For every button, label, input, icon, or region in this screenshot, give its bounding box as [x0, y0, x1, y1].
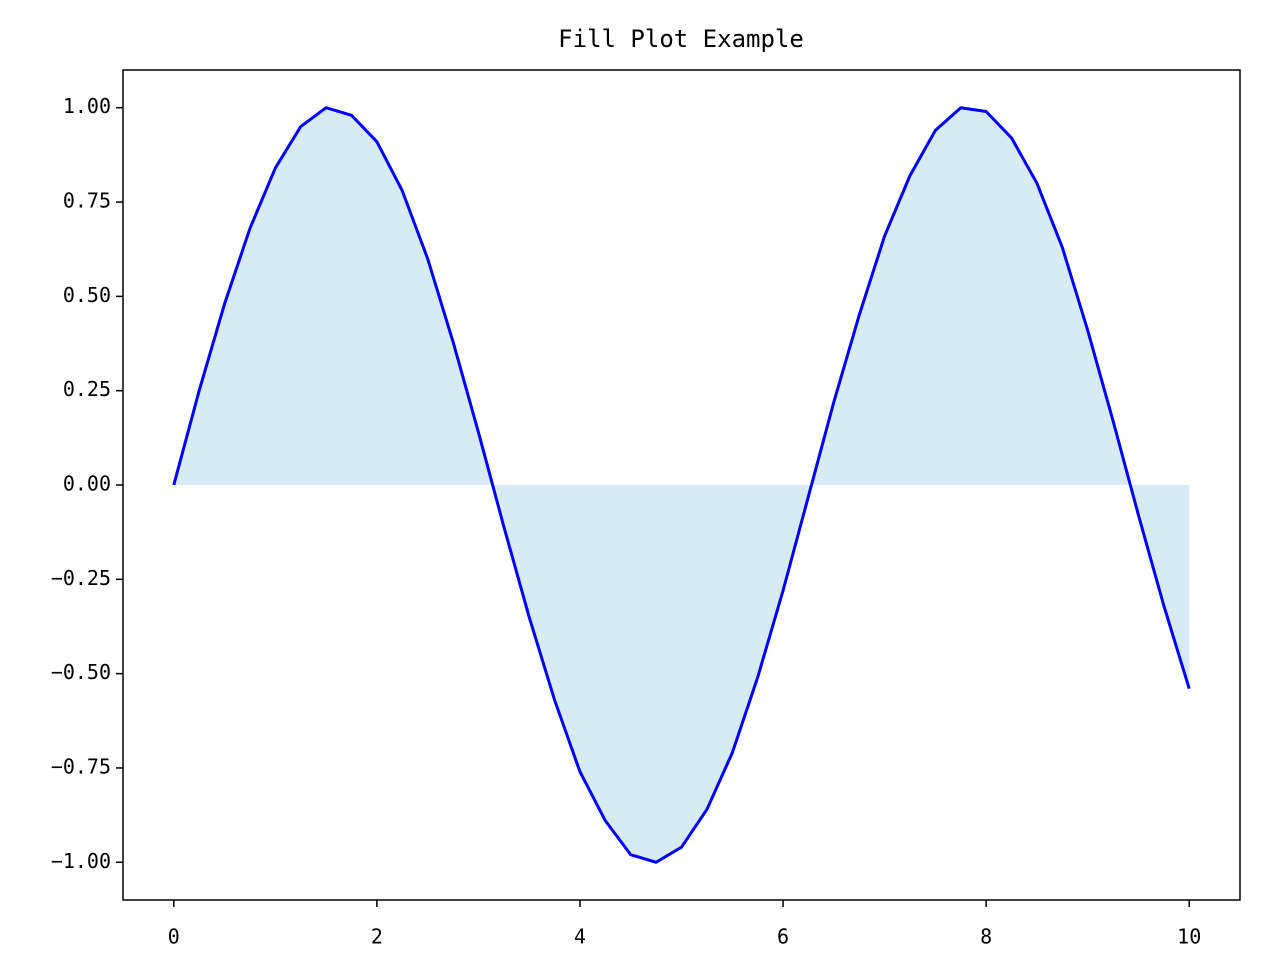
y-tick-label: −0.75	[51, 754, 111, 778]
x-tick-label: 2	[371, 925, 383, 949]
y-tick-label: 0.50	[63, 283, 111, 307]
chart-title: Fill Plot Example	[558, 25, 804, 53]
y-tick-label: 0.25	[63, 377, 111, 401]
y-tick-label: −0.50	[51, 660, 111, 684]
x-tick-label: 0	[168, 925, 180, 949]
area-fill	[173, 107, 1190, 863]
y-tick-label: 0.00	[63, 472, 111, 496]
line	[172, 106, 1191, 864]
y-tick-label: 1.00	[63, 94, 111, 118]
x-tick-label: 6	[777, 925, 789, 949]
y-tick-label: −1.00	[51, 849, 111, 873]
x-tick-label: 10	[1177, 925, 1201, 949]
x-tick-label: 8	[980, 925, 992, 949]
y-tick-label: 0.75	[63, 189, 111, 213]
x-tick-label: 4	[574, 925, 586, 949]
y-tick-label: −0.25	[51, 566, 111, 590]
